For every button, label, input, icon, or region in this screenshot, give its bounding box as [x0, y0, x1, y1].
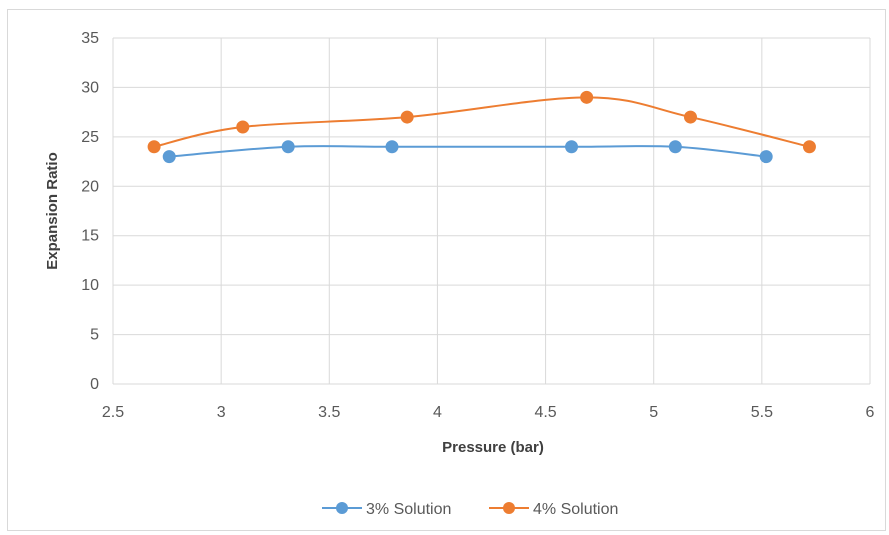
- data-point-4-solution: [803, 141, 815, 153]
- legend-label-4-solution: 4% Solution: [533, 501, 618, 518]
- x-tick-label: 2.5: [102, 404, 124, 421]
- legend-marker-3-solution: [336, 502, 348, 514]
- axis-layer: 0 5 10 15 20 25 30 35 2.5 3 3.5 4 4.5 5 5.5 6: [81, 30, 874, 421]
- x-tick-label: 4.5: [534, 404, 556, 421]
- grid-layer: [113, 38, 870, 384]
- legend-label-3-solution: 3% Solution: [366, 501, 451, 518]
- legend: 3% Solution 4% Solution: [322, 501, 618, 518]
- series-line-4-solution: [154, 97, 809, 146]
- y-tick-label: 25: [81, 129, 99, 146]
- data-point-3-solution: [282, 141, 294, 153]
- data-point-4-solution: [237, 121, 249, 133]
- data-point-4-solution: [581, 91, 593, 103]
- y-tick-label: 0: [90, 376, 99, 393]
- data-point-3-solution: [566, 141, 578, 153]
- data-point-4-solution: [401, 111, 413, 123]
- data-point-3-solution: [386, 141, 398, 153]
- y-tick-label: 35: [81, 30, 99, 47]
- data-point-4-solution: [684, 111, 696, 123]
- y-tick-label: 15: [81, 228, 99, 245]
- x-tick-label: 5.5: [751, 404, 773, 421]
- x-tick-label: 5: [649, 404, 658, 421]
- y-tick-label: 20: [81, 178, 99, 195]
- x-axis-title: Pressure (bar): [442, 439, 544, 456]
- y-tick-label: 30: [81, 79, 99, 96]
- y-axis-title: Expansion Ratio: [44, 152, 61, 270]
- legend-marker-4-solution: [503, 502, 515, 514]
- data-point-3-solution: [669, 141, 681, 153]
- x-tick-label: 3: [217, 404, 226, 421]
- series-layer: [148, 91, 815, 162]
- y-tick-label: 5: [90, 327, 99, 344]
- data-point-4-solution: [148, 141, 160, 153]
- x-tick-label: 4: [433, 404, 442, 421]
- y-tick-label: 10: [81, 277, 99, 294]
- x-tick-label: 3.5: [318, 404, 340, 421]
- data-point-3-solution: [163, 151, 175, 163]
- x-tick-label: 6: [866, 404, 875, 421]
- data-point-3-solution: [760, 151, 772, 163]
